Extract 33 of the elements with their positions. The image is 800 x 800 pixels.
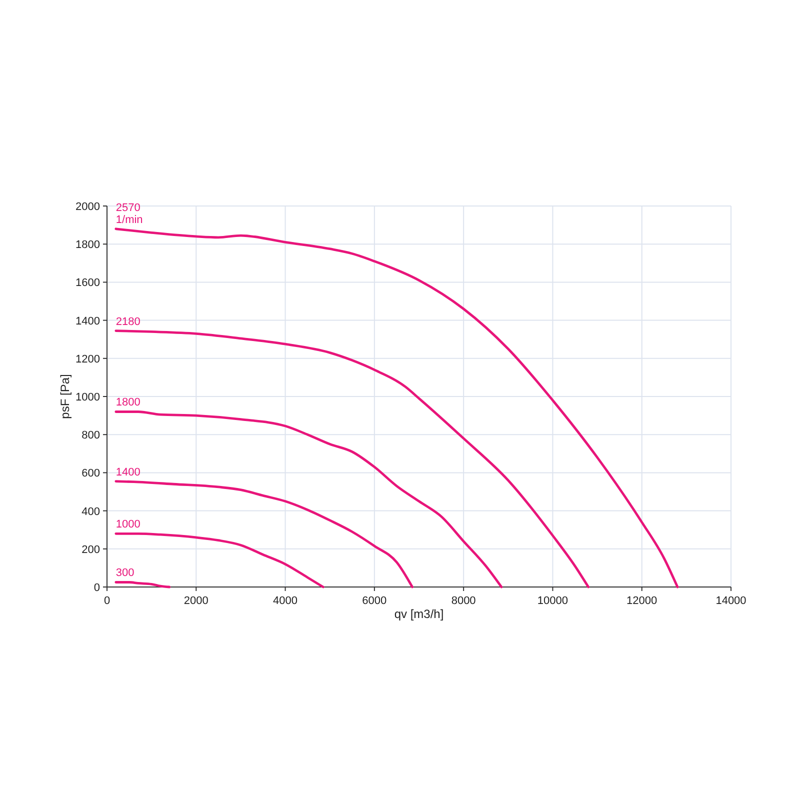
series-label: 1400 <box>116 466 140 478</box>
y-tick-label: 800 <box>82 430 100 442</box>
x-tick-label: 14000 <box>716 595 746 607</box>
line-series <box>114 480 414 588</box>
x-tick-label: 4000 <box>273 595 298 607</box>
y-tick-label: 1000 <box>76 392 100 404</box>
y-tick-label: 1200 <box>76 353 100 366</box>
series-label: 2180 <box>116 316 140 328</box>
y-tick-label: 0 <box>94 582 100 594</box>
x-axis-title: qv [m3/h] <box>394 607 444 621</box>
series-label: 300 <box>116 567 134 580</box>
series-label: 1000 <box>116 518 140 531</box>
line-series <box>114 410 503 588</box>
x-tick-label: 2000 <box>184 595 208 607</box>
y-tick-label: 1800 <box>76 239 100 252</box>
x-tick-label: 10000 <box>537 595 568 607</box>
x-tick-label: 8000 <box>451 595 476 607</box>
y-tick-label: 200 <box>82 544 100 556</box>
x-tick-label: 12000 <box>626 595 658 607</box>
y-tick-label: 1400 <box>76 315 100 328</box>
line-series <box>114 228 679 588</box>
y-tick-label: 1600 <box>76 277 100 290</box>
y-tick-label: 2000 <box>76 201 100 213</box>
x-tick-label: 0 <box>104 595 110 607</box>
series-label: 1800 <box>116 396 140 409</box>
x-tick-label: 6000 <box>362 595 387 607</box>
y-axis-title: psF [Pa] <box>58 374 72 419</box>
y-tick-label: 600 <box>82 468 100 480</box>
line-series <box>114 330 590 588</box>
y-tick-label: 400 <box>82 506 100 518</box>
series-label: 2570 <box>116 202 140 214</box>
annotation: 1/min <box>116 214 143 226</box>
line-series <box>114 532 324 588</box>
